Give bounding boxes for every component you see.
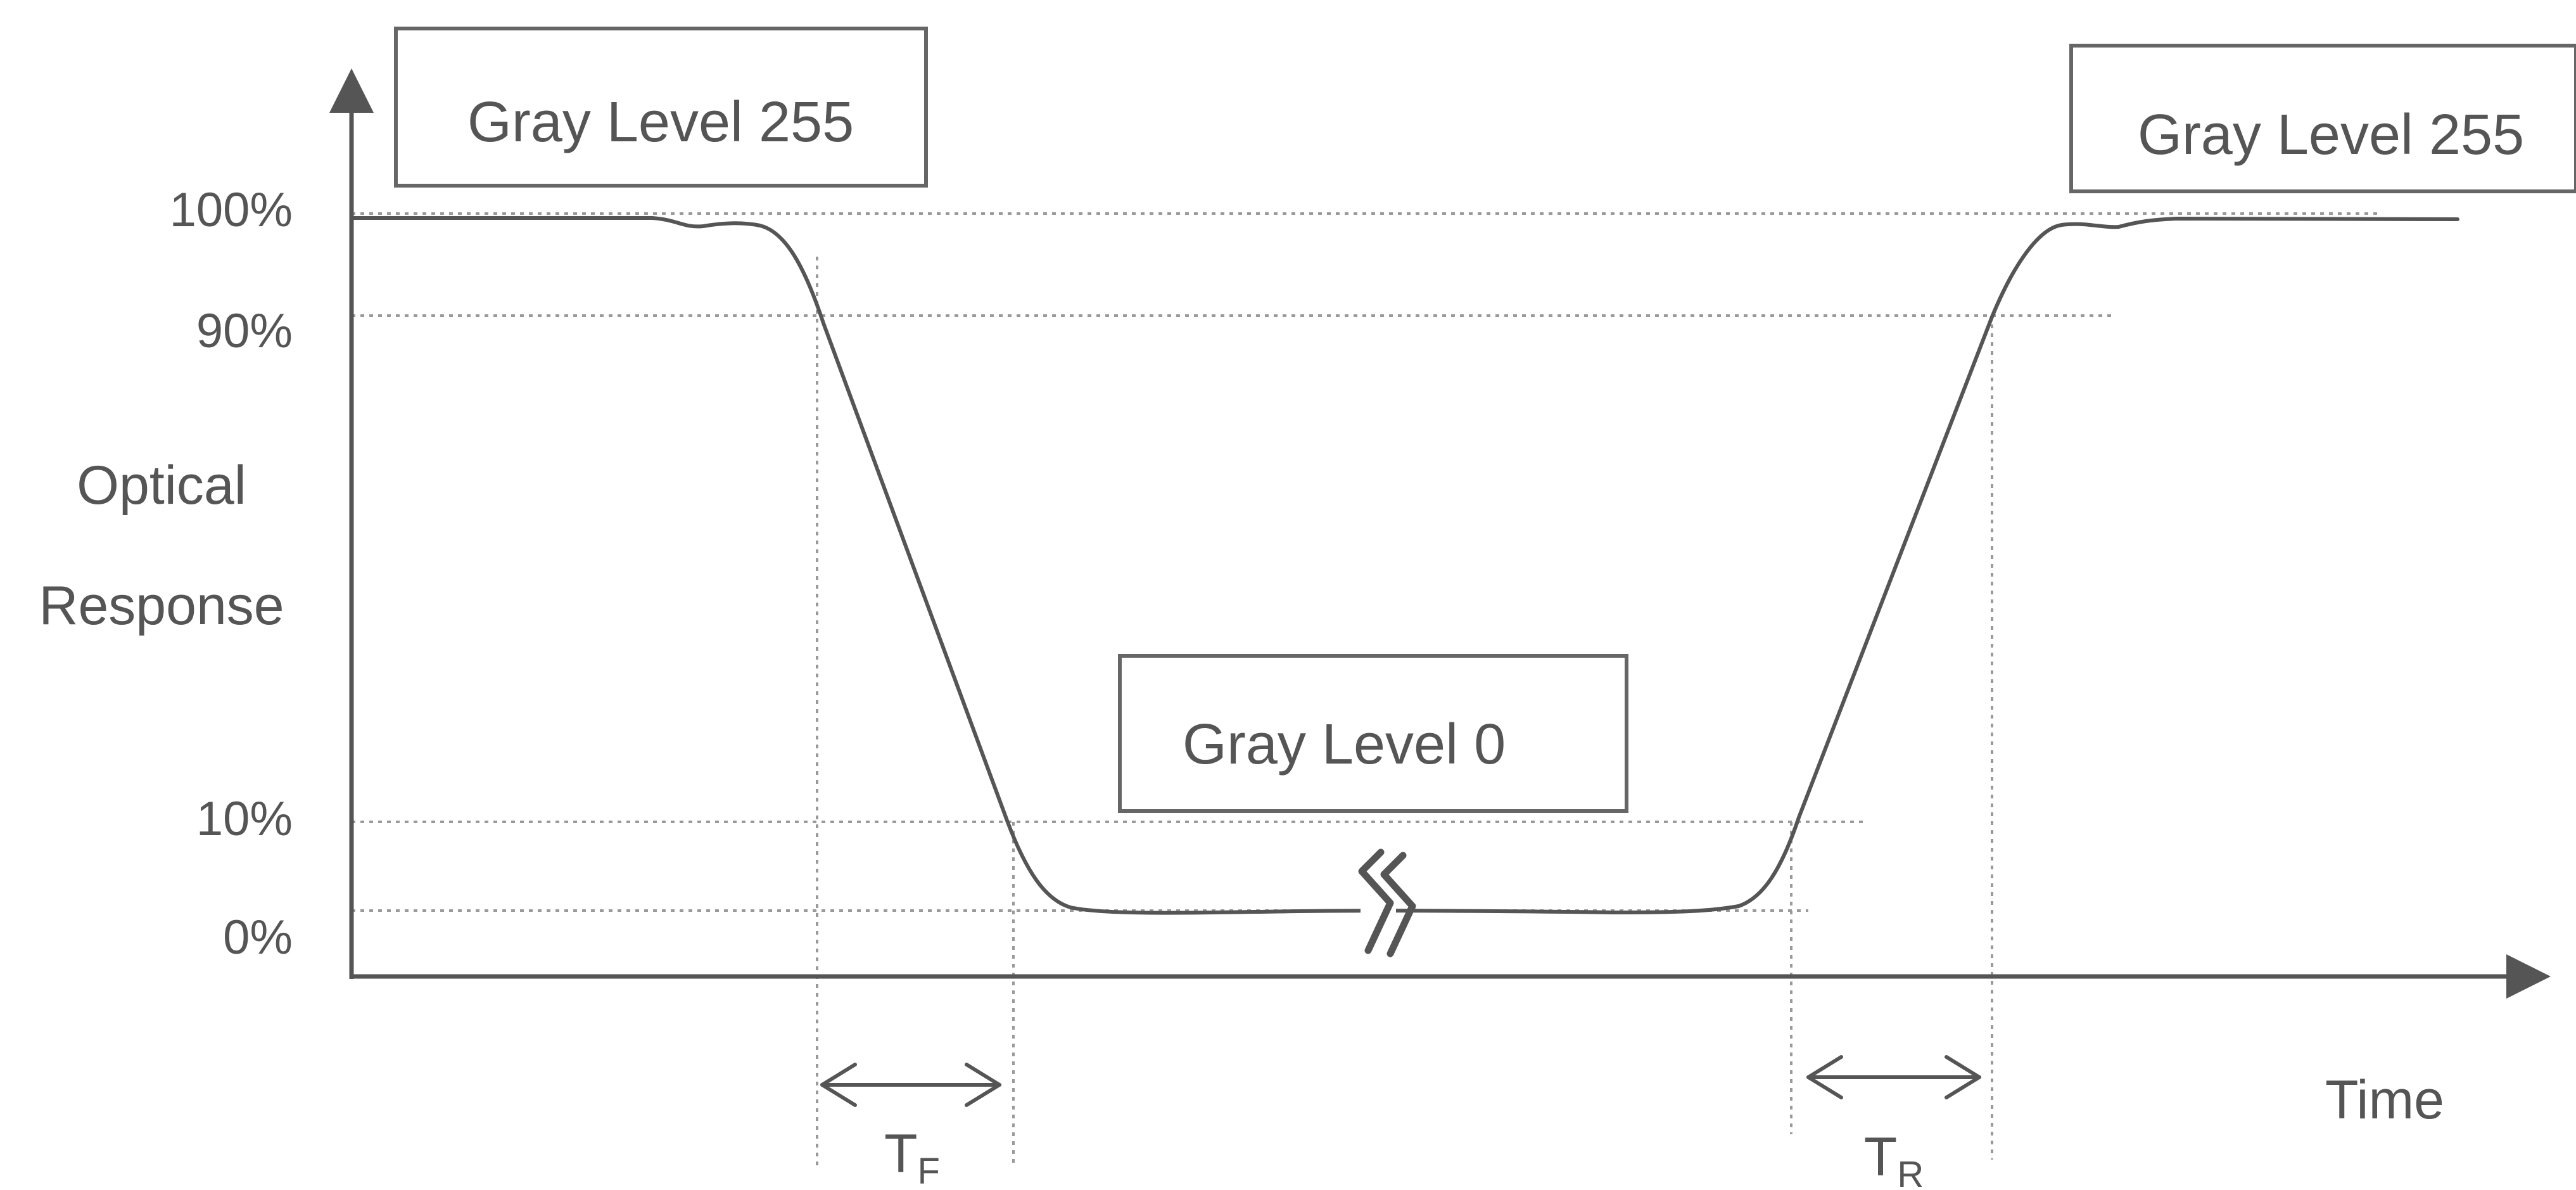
axis-break-icon bbox=[1358, 848, 1394, 954]
rise-time-label: TR bbox=[1864, 1127, 1924, 1187]
rise-time-arrow bbox=[1806, 1055, 1981, 1099]
axis-break-icon-2 bbox=[1380, 852, 1416, 957]
box-middle-label: Gray Level 0 bbox=[1183, 713, 1506, 776]
y-axis-label-line2: Response bbox=[39, 575, 284, 636]
box-right bbox=[2069, 44, 2576, 193]
box-left-label: Gray Level 255 bbox=[467, 91, 854, 154]
ytick-0: 0% bbox=[223, 911, 293, 964]
x-axis-label: Time bbox=[2325, 1070, 2444, 1130]
box-left bbox=[394, 27, 928, 188]
fall-time-arrow bbox=[820, 1063, 1001, 1107]
box-middle bbox=[1118, 654, 1628, 813]
fall-time-label: TF bbox=[884, 1123, 940, 1187]
response-curve bbox=[350, 216, 2459, 915]
ytick-100: 100% bbox=[170, 183, 293, 237]
ytick-10: 10% bbox=[196, 792, 293, 846]
ytick-90: 90% bbox=[196, 304, 293, 358]
y-axis-label-line1: Optical bbox=[77, 455, 246, 516]
box-right-label: Gray Level 255 bbox=[2138, 103, 2524, 167]
